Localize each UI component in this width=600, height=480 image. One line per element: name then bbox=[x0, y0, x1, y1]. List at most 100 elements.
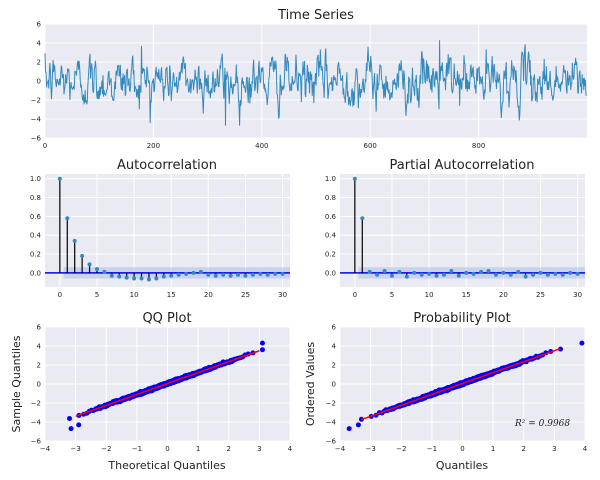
qq-point bbox=[259, 347, 265, 353]
acf-xtick-label: 5 bbox=[95, 291, 99, 299]
acf-ytick-label: 0.6 bbox=[30, 213, 42, 221]
acf-point bbox=[169, 273, 174, 278]
prob-ytick-label: −6 bbox=[326, 438, 337, 446]
prob-xtick-label: 1 bbox=[491, 445, 495, 453]
prob-xtick-label: 4 bbox=[583, 445, 588, 453]
pacf-ytick-label: 0.4 bbox=[325, 232, 337, 240]
acf-point bbox=[243, 273, 248, 278]
qq-ytick-label: −2 bbox=[31, 400, 41, 408]
pacf-point bbox=[538, 270, 543, 275]
qq-ytick-label: −6 bbox=[31, 438, 42, 446]
pacf-point bbox=[404, 274, 409, 279]
acf-marks bbox=[45, 176, 290, 282]
time-series-ytick-label: 6 bbox=[37, 21, 42, 29]
pacf-point bbox=[501, 270, 506, 275]
pacf-point bbox=[456, 273, 461, 278]
pacf-ytick-label: 0.8 bbox=[325, 194, 336, 202]
pacf-point bbox=[375, 272, 380, 277]
pacf-xtick-label: 25 bbox=[536, 291, 545, 299]
acf-point bbox=[124, 275, 129, 280]
pacf-point bbox=[508, 272, 513, 277]
time-series-grid bbox=[44, 23, 587, 139]
prob-xtick-label: 3 bbox=[552, 445, 556, 453]
qq-point bbox=[76, 422, 82, 428]
pacf-point bbox=[545, 272, 550, 277]
pacf-point bbox=[560, 272, 565, 277]
pacf-xtick-label: 0 bbox=[353, 291, 357, 299]
acf-point bbox=[191, 270, 196, 275]
pacf-point bbox=[464, 270, 469, 275]
pacf-point bbox=[367, 269, 372, 274]
time-series-ytick-label: −2 bbox=[31, 97, 41, 105]
pacf-point bbox=[493, 272, 498, 277]
pacf-xtick-label: 15 bbox=[462, 291, 471, 299]
time-series-panel: 0 200 400 600 800 −6 −4 −2 0 2 4 6 Time Series bbox=[31, 8, 587, 150]
time-series-xtick-label: 200 bbox=[147, 142, 160, 150]
time-series-ytick-label: −6 bbox=[31, 135, 42, 143]
acf-ytick-label: 0.8 bbox=[30, 194, 41, 202]
acf-xtick-label: 25 bbox=[241, 291, 250, 299]
time-series-ticks: 0 200 400 600 800 −6 −4 −2 0 2 4 6 bbox=[31, 21, 486, 151]
qq-ytick-label: 6 bbox=[37, 324, 42, 332]
acf-point bbox=[273, 271, 278, 276]
acf-point bbox=[280, 271, 285, 276]
acf-ytick-label: 1.0 bbox=[30, 175, 41, 183]
acf-xtick-label: 15 bbox=[167, 291, 176, 299]
pacf-point bbox=[441, 272, 446, 277]
qq-ytick-label: 2 bbox=[37, 362, 41, 370]
pacf-xtick-label: 10 bbox=[425, 291, 434, 299]
acf-xtick-label: 20 bbox=[204, 291, 213, 299]
acf-xtick-label: 30 bbox=[278, 291, 287, 299]
qq-xlabel: Theoretical Quantiles bbox=[107, 459, 225, 472]
pacf-ticks: 0 5 10 15 20 25 30 0.0 0.2 0.4 0.6 0.8 1.0 bbox=[325, 175, 582, 299]
qq-marks bbox=[67, 340, 265, 432]
qq-fit-line bbox=[75, 350, 260, 418]
acf-point bbox=[198, 269, 203, 274]
prob-point bbox=[355, 422, 361, 428]
time-series-xtick-label: 0 bbox=[43, 142, 47, 150]
acf-xtick-label: 10 bbox=[130, 291, 139, 299]
prob-xtick-label: −4 bbox=[335, 445, 346, 453]
prob-point bbox=[346, 426, 352, 432]
acf-title: Autocorrelation bbox=[117, 158, 217, 173]
acf-ytick-label: 0.2 bbox=[30, 251, 41, 259]
acf-point bbox=[154, 276, 159, 281]
time-series-marks bbox=[44, 40, 587, 126]
pacf-ytick-label: 0.0 bbox=[325, 269, 336, 277]
pacf-point bbox=[531, 272, 536, 277]
acf-point bbox=[265, 272, 270, 277]
qq-ytick-label: 0 bbox=[37, 381, 41, 389]
qq-ytick-label: 4 bbox=[37, 343, 42, 351]
acf-point bbox=[57, 176, 62, 181]
pacf-panel: 0 5 10 15 20 25 30 0.0 0.2 0.4 0.6 0.8 1.0 Partial A… bbox=[325, 158, 585, 299]
pacf-point bbox=[568, 270, 573, 275]
qq-xtick-label: 2 bbox=[227, 445, 231, 453]
qq-xtick-label: −4 bbox=[40, 445, 51, 453]
acf-point bbox=[236, 272, 241, 277]
qq-point bbox=[259, 340, 265, 346]
acf-point bbox=[80, 253, 85, 258]
acf-ticks: 0 5 10 15 20 25 30 0.0 0.2 0.4 0.6 0.8 1.0 bbox=[30, 175, 287, 299]
pacf-point bbox=[523, 274, 528, 279]
pacf-ytick-label: 0.6 bbox=[325, 213, 337, 221]
time-series-xtick-label: 400 bbox=[255, 142, 268, 150]
pacf-point bbox=[434, 273, 439, 278]
prob-xlabel: Quantiles bbox=[436, 459, 489, 472]
prob-ytick-label: −2 bbox=[326, 400, 336, 408]
acf-point bbox=[258, 271, 263, 276]
time-series-xtick-label: 800 bbox=[472, 142, 485, 150]
qq-ytick-label: −4 bbox=[31, 419, 42, 427]
acf-point bbox=[109, 273, 114, 278]
qq-grid bbox=[44, 326, 291, 442]
acf-point bbox=[132, 276, 137, 281]
pacf-xtick-label: 20 bbox=[499, 291, 508, 299]
pacf-point bbox=[553, 271, 558, 276]
qq-xtick-label: −1 bbox=[132, 445, 142, 453]
acf-point bbox=[94, 267, 99, 272]
pacf-point bbox=[360, 216, 365, 221]
acf-point bbox=[221, 272, 226, 277]
time-series-ytick-label: −4 bbox=[31, 116, 42, 124]
prob-point bbox=[579, 340, 585, 346]
